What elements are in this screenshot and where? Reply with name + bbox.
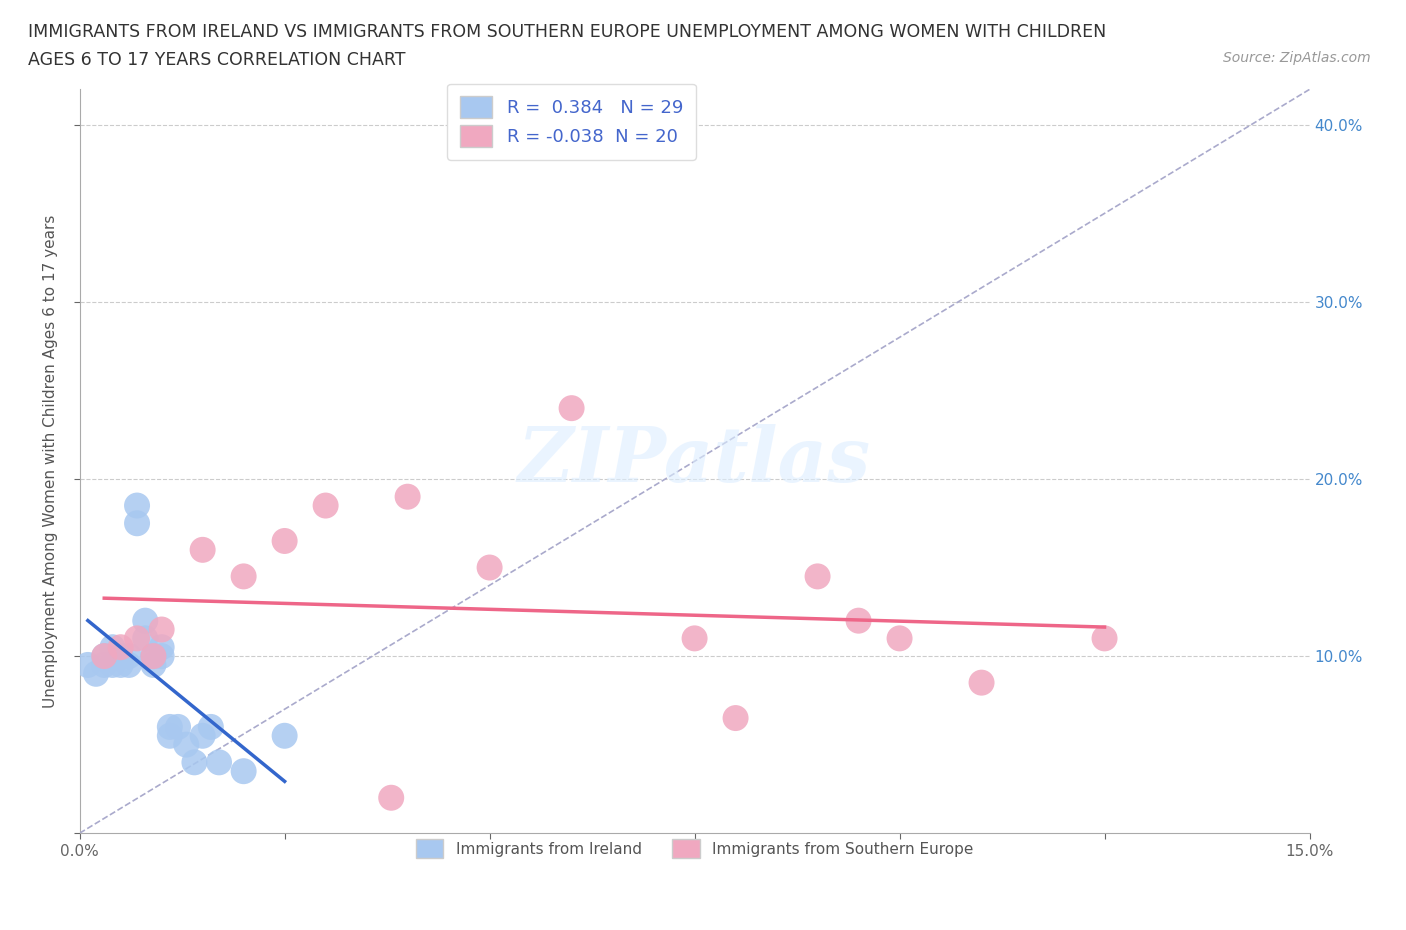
Point: [101, 640, 124, 655]
Point: [134, 631, 156, 645]
Point: [125, 498, 148, 513]
Point: [208, 755, 231, 770]
Point: [683, 631, 706, 645]
Point: [183, 755, 205, 770]
Point: [150, 640, 173, 655]
Point: [150, 648, 173, 663]
Point: [806, 569, 828, 584]
Point: [724, 711, 747, 725]
Point: [84, 667, 107, 682]
Point: [232, 764, 254, 778]
Legend: Immigrants from Ireland, Immigrants from Southern Europe: Immigrants from Ireland, Immigrants from…: [404, 827, 986, 870]
Y-axis label: Unemployment Among Women with Children Ages 6 to 17 years: Unemployment Among Women with Children A…: [44, 215, 58, 708]
Point: [159, 720, 181, 735]
Point: [200, 720, 222, 735]
Point: [93, 648, 115, 663]
Point: [125, 516, 148, 531]
Point: [315, 498, 337, 513]
Point: [478, 560, 501, 575]
Point: [110, 648, 132, 663]
Point: [159, 728, 181, 743]
Point: [174, 737, 197, 752]
Point: [273, 534, 295, 549]
Point: [118, 658, 141, 672]
Point: [110, 658, 132, 672]
Point: [101, 658, 124, 672]
Point: [142, 648, 165, 663]
Point: [110, 640, 132, 655]
Text: Source: ZipAtlas.com: Source: ZipAtlas.com: [1223, 51, 1371, 65]
Point: [150, 622, 173, 637]
Point: [125, 631, 148, 645]
Point: [191, 542, 214, 557]
Point: [889, 631, 911, 645]
Point: [232, 569, 254, 584]
Text: ZIPatlas: ZIPatlas: [517, 424, 872, 498]
Point: [273, 728, 295, 743]
Point: [970, 675, 993, 690]
Point: [167, 720, 190, 735]
Text: AGES 6 TO 17 YEARS CORRELATION CHART: AGES 6 TO 17 YEARS CORRELATION CHART: [28, 51, 405, 69]
Point: [118, 648, 141, 663]
Point: [142, 658, 165, 672]
Text: IMMIGRANTS FROM IRELAND VS IMMIGRANTS FROM SOUTHERN EUROPE UNEMPLOYMENT AMONG WO: IMMIGRANTS FROM IRELAND VS IMMIGRANTS FR…: [28, 23, 1107, 41]
Point: [76, 658, 98, 672]
Point: [848, 613, 870, 628]
Point: [142, 648, 165, 663]
Point: [561, 401, 583, 416]
Point: [93, 648, 115, 663]
Point: [93, 658, 115, 672]
Point: [142, 648, 165, 663]
Point: [134, 613, 156, 628]
Point: [396, 489, 419, 504]
Point: [1094, 631, 1116, 645]
Point: [191, 728, 214, 743]
Point: [380, 790, 402, 805]
